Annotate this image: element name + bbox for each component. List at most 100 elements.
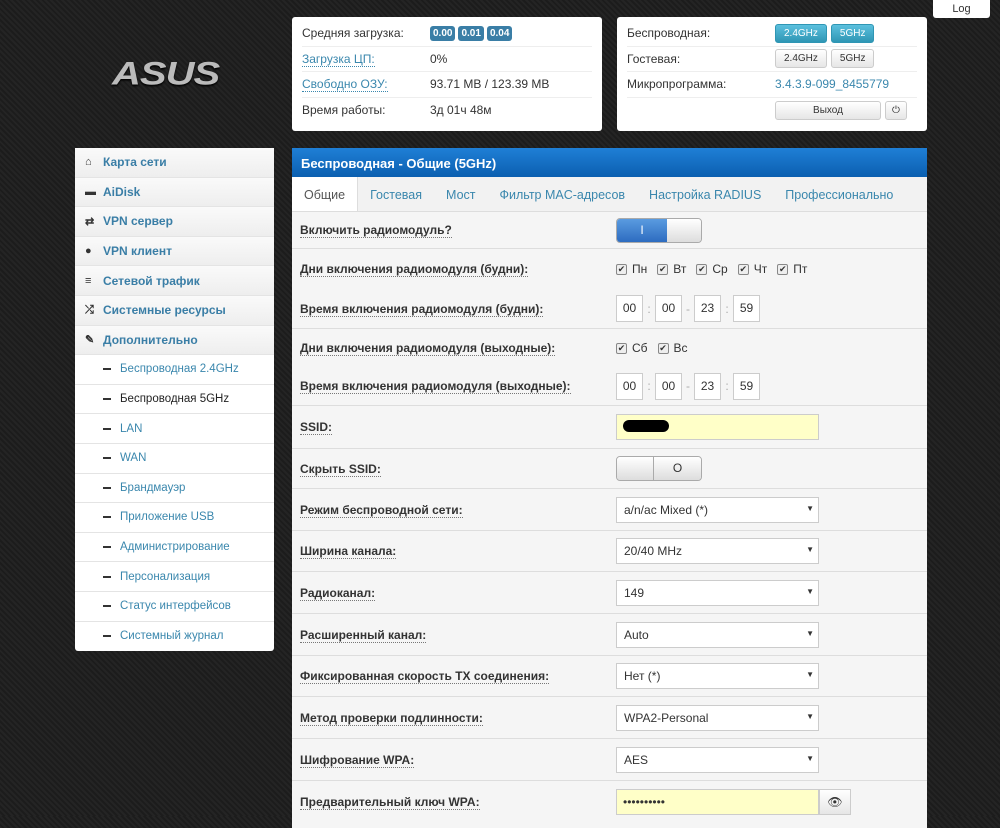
- encryption-select[interactable]: AES: [616, 746, 819, 773]
- tab-mac-filter[interactable]: Фильтр MAC-адресов: [499, 188, 626, 202]
- weekend-label: Дни включения радиомодуля (выходные):: [300, 341, 556, 356]
- checkbox-mon[interactable]: ✔ Пн: [616, 262, 648, 276]
- guest-24-button[interactable]: 2.4GHz: [775, 49, 827, 69]
- weekdays-time-label: Время включения радиомодуля (будни):: [300, 301, 544, 317]
- main-panel: Беспроводная - Общие (5GHz) Общие Гостев…: [292, 148, 927, 828]
- checkbox-tue[interactable]: ✔ Вт: [657, 262, 687, 276]
- psk-label: Предварительный ключ WPA:: [300, 795, 480, 810]
- checkbox-thu[interactable]: ✔ Чт: [737, 262, 768, 276]
- sidebar-sub-lan[interactable]: LAN: [75, 414, 274, 444]
- firmware-label: Микропрограмма:: [627, 77, 727, 92]
- weekend-start-min[interactable]: 00: [655, 372, 682, 400]
- tx-rate-select[interactable]: Нет (*): [616, 663, 819, 689]
- sidebar-sub-customization[interactable]: Персонализация: [75, 562, 274, 592]
- tab-bridge[interactable]: Мост: [446, 188, 476, 202]
- checkbox-fri[interactable]: ✔ Пт: [777, 262, 808, 276]
- globe-icon: ●: [85, 245, 92, 258]
- weekday-end-hour[interactable]: 23: [694, 295, 721, 322]
- mode-label: Режим беспроводной сети:: [300, 502, 463, 518]
- weekdays-label: Дни включения радиомодуля (будни):: [300, 262, 529, 277]
- radio-label: Включить радиомодуль?: [300, 223, 452, 238]
- weekend-end-min[interactable]: 59: [733, 372, 760, 400]
- channel-width-select[interactable]: 20/40 MHz: [616, 538, 819, 564]
- power-icon[interactable]: ⏻: [885, 100, 907, 120]
- sidebar-item-resources[interactable]: ⤮ Системные ресурсы: [75, 295, 274, 326]
- sidebar-item-vpn-client[interactable]: ● VPN клиент: [75, 236, 274, 267]
- checkbox-wed[interactable]: ✔ Ср: [696, 262, 728, 276]
- guest-label: Гостевая:: [627, 51, 681, 66]
- sidebar: ⌂ Карта сети ▬ AiDisk ⇄ VPN сервер ● VPN кли…: [75, 148, 274, 652]
- hdd-icon: ▬: [85, 185, 96, 198]
- ssid-input[interactable]: [616, 414, 819, 440]
- asus-logo: ASUS: [112, 56, 220, 92]
- encryption-label: Шифрование WPA:: [300, 752, 415, 768]
- psk-input[interactable]: •••••••••• 👁: [616, 789, 851, 815]
- sidebar-sub-usb[interactable]: Приложение USB: [75, 503, 274, 533]
- tab-guest[interactable]: Гостевая: [370, 188, 423, 202]
- weekday-start-hour[interactable]: 00: [616, 295, 643, 322]
- redaction-mark: [623, 420, 669, 432]
- auth-label: Метод проверки подлинности:: [300, 710, 483, 726]
- tab-radius[interactable]: Настройка RADIUS: [649, 188, 762, 202]
- checkbox-sun[interactable]: ✔ Вс: [657, 341, 688, 355]
- home-icon: ⌂: [85, 156, 92, 169]
- load-badge: 0.04: [486, 25, 513, 41]
- load-label: Средняя загрузка:: [302, 26, 404, 41]
- log-button[interactable]: Log: [933, 0, 990, 18]
- page-title: Беспроводная - Общие (5GHz): [292, 148, 927, 177]
- wireless-5-button[interactable]: 5GHz: [830, 23, 875, 43]
- weekday-end-min[interactable]: 59: [733, 295, 760, 322]
- firmware-link[interactable]: 3.4.3.9-099_8455779: [775, 77, 890, 92]
- ram-link[interactable]: Свободно ОЗУ:: [302, 77, 388, 93]
- sidebar-item-traffic[interactable]: ≡ Сетевой трафик: [75, 266, 274, 296]
- list-icon: ≡: [85, 274, 92, 287]
- sidebar-sub-admin[interactable]: Администрирование: [75, 533, 274, 563]
- sidebar-item-network-map[interactable]: ⌂ Карта сети: [75, 148, 274, 178]
- sidebar-item-advanced[interactable]: ✎ Дополнительно: [75, 325, 274, 356]
- weekend-start-hour[interactable]: 00: [616, 372, 643, 400]
- load-badge: 0.01: [458, 25, 484, 41]
- load-badge: 0.00: [430, 25, 456, 41]
- radio-toggle[interactable]: I: [616, 217, 702, 243]
- sidebar-item-vpn-server[interactable]: ⇄ VPN сервер: [75, 207, 274, 237]
- sidebar-sub-interface-status[interactable]: Статус интерфейсов: [75, 592, 274, 622]
- width-label: Ширина канала:: [300, 544, 397, 559]
- wireless-label: Беспроводная:: [627, 26, 711, 41]
- weekend-end-hour[interactable]: 23: [694, 372, 721, 400]
- tab-general[interactable]: Общие: [292, 177, 359, 211]
- hide-ssid-toggle[interactable]: O: [616, 456, 702, 481]
- uptime-value: 3д 01ч 48м: [430, 103, 492, 118]
- status-panel: Средняя загрузка: 0.00 0.01 0.04 Загрузка …: [292, 17, 602, 131]
- weekend-time-label: Время включения радиомодуля (выходные):: [300, 379, 571, 394]
- quick-panel: Беспроводная: 2.4GHz 5GHz Гостевая: 2.4GHz 5…: [617, 17, 927, 131]
- hide-ssid-label: Скрыть SSID:: [300, 461, 381, 477]
- ram-value: 93.71 MB / 123.39 MB: [430, 77, 550, 92]
- guest-5-button[interactable]: 5GHz: [830, 49, 875, 69]
- mode-select[interactable]: a/n/ac Mixed (*): [616, 496, 819, 523]
- channel-label: Радиоканал:: [300, 585, 376, 601]
- sidebar-sub-firewall[interactable]: Брандмауэр: [75, 474, 274, 504]
- ext-channel-select[interactable]: Auto: [616, 621, 819, 648]
- ext-channel-label: Расширенный канал:: [300, 627, 427, 643]
- sidebar-sub-syslog[interactable]: Системный журнал: [75, 622, 274, 652]
- channel-select[interactable]: 149: [616, 579, 819, 606]
- weekday-start-min[interactable]: 00: [655, 295, 682, 322]
- sidebar-item-aidisk[interactable]: ▬ AiDisk: [75, 177, 274, 208]
- tab-professional[interactable]: Профессионально: [785, 188, 894, 202]
- auth-select[interactable]: WPA2-Personal: [616, 704, 819, 731]
- eye-icon[interactable]: 👁: [819, 789, 851, 815]
- logout-button[interactable]: Выход: [775, 100, 881, 120]
- wrench-icon: ✎: [85, 334, 95, 347]
- checkbox-sat[interactable]: ✔ Сб: [616, 341, 648, 355]
- cpu-value: 0%: [430, 51, 448, 66]
- uptime-label: Время работы:: [302, 103, 386, 118]
- tx-rate-label: Фиксированная скорость TX соединения:: [300, 669, 550, 684]
- shuffle-icon: ⤮: [85, 303, 94, 316]
- cpu-link[interactable]: Загрузка ЦП:: [302, 51, 375, 67]
- retweet-icon: ⇄: [85, 215, 95, 228]
- sidebar-sub-wireless-24[interactable]: Беспроводная 2.4GHz: [75, 355, 274, 385]
- sidebar-sub-wan[interactable]: WAN: [75, 444, 274, 474]
- ssid-label: SSID:: [300, 420, 333, 435]
- wireless-24-button[interactable]: 2.4GHz: [775, 23, 827, 43]
- sidebar-sub-wireless-5[interactable]: Беспроводная 5GHz: [75, 385, 274, 415]
